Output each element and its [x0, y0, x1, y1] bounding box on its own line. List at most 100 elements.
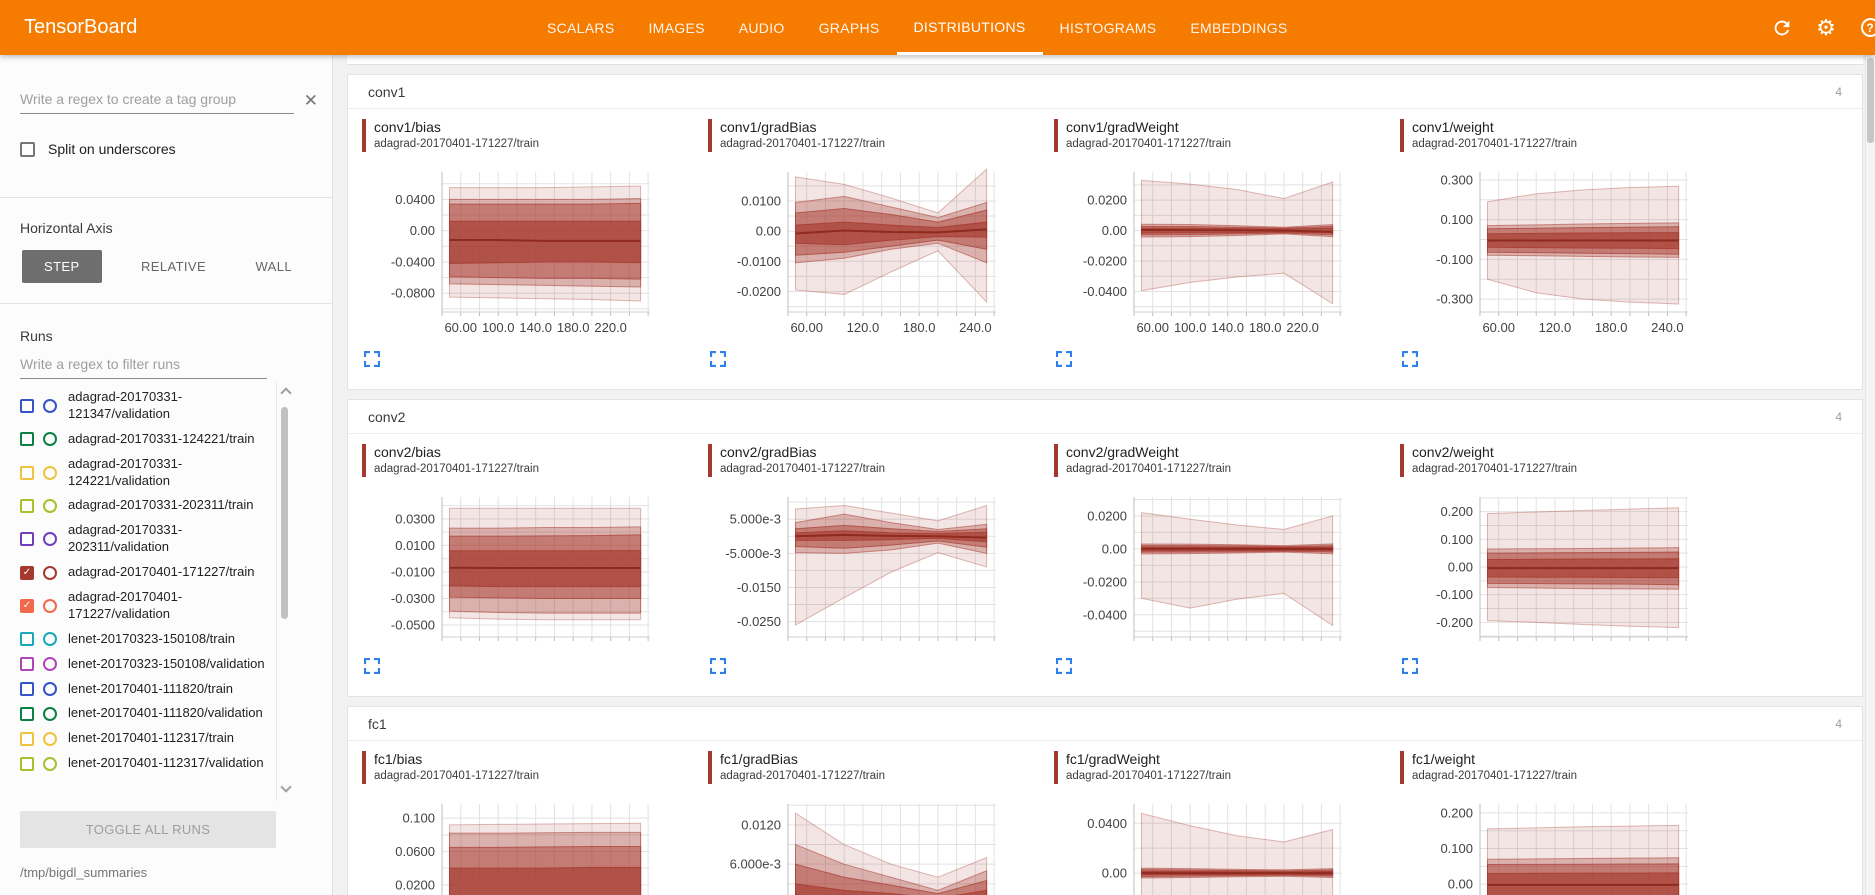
split-checkbox[interactable] — [20, 141, 35, 157]
tab-audio[interactable]: AUDIO — [738, 20, 785, 36]
main-scrollbar[interactable] — [1865, 55, 1875, 895]
run-visibility-toggle[interactable] — [43, 632, 57, 647]
run-item[interactable]: lenet-20170323-150108/train — [20, 627, 270, 652]
chart-title: conv1/gradBias — [720, 119, 817, 135]
run-checkbox[interactable] — [20, 398, 34, 413]
close-icon[interactable]: ✕ — [303, 90, 318, 110]
run-checkbox[interactable] — [20, 498, 34, 513]
axis-button-step[interactable]: STEP — [22, 250, 102, 283]
run-checkbox[interactable] — [20, 682, 34, 697]
run-visibility-toggle[interactable] — [43, 532, 57, 547]
expand-icon[interactable] — [709, 657, 727, 675]
distribution-plot[interactable]: 5.000e-3 -5.000e-3 -0.0150 -0.0250 — [700, 491, 1040, 652]
run-visibility-toggle[interactable] — [43, 756, 57, 771]
expand-icon[interactable] — [709, 350, 727, 368]
run-checkbox[interactable] — [20, 465, 34, 480]
chart-run-subtitle: adagrad-20170401-171227/train — [720, 137, 885, 150]
tag-group-header[interactable]: conv2 4 — [348, 400, 1862, 434]
run-checkbox[interactable] — [20, 706, 34, 721]
tab-histograms[interactable]: HISTOGRAMS — [1059, 20, 1157, 36]
run-visibility-toggle[interactable] — [43, 398, 57, 413]
distribution-plot[interactable]: 0.300 0.100 -0.100 -0.300 60.00 120.0 180.0 240… — [1392, 166, 1732, 345]
run-visibility-toggle[interactable] — [43, 565, 57, 580]
run-item[interactable]: lenet-20170323-150108/validation — [20, 652, 270, 677]
run-item[interactable]: ✓ adagrad-20170401-171227/validation — [20, 585, 270, 627]
y-tick-label: 0.00 — [1448, 877, 1473, 892]
run-checkbox[interactable] — [20, 731, 34, 746]
run-checkbox[interactable] — [20, 756, 34, 771]
tag-group-header[interactable]: fc1 4 — [348, 707, 1862, 741]
run-item[interactable]: lenet-20170401-112317/validation — [20, 751, 270, 776]
tab-distributions[interactable]: DISTRIBUTIONS — [896, 0, 1043, 55]
expand-icon[interactable] — [1055, 350, 1073, 368]
distribution-plot[interactable]: 0.200 0.100 0.00 -0.100 -0.200 — [1392, 491, 1732, 652]
distribution-plot[interactable]: 0.0100 0.00 -0.0100 -0.0200 60.00 120.0 180.0 2… — [700, 166, 1040, 345]
run-visibility-toggle[interactable] — [43, 598, 57, 613]
run-item[interactable]: adagrad-20170331-124221/train — [20, 427, 270, 452]
tab-embeddings[interactable]: EMBEDDINGS — [1190, 20, 1288, 36]
chevron-down-icon[interactable] — [280, 781, 292, 793]
tab-graphs[interactable]: GRAPHS — [818, 20, 880, 36]
run-checkbox[interactable] — [20, 657, 34, 672]
split-on-underscores-row[interactable]: Split on underscores — [20, 141, 312, 157]
scrollbar-thumb[interactable] — [281, 407, 288, 619]
x-tick-label: 240.0 — [1651, 320, 1684, 335]
run-item[interactable]: adagrad-20170331-124221/validation — [20, 452, 270, 494]
run-checkbox[interactable]: ✓ — [20, 565, 34, 580]
x-tick-label: 240.0 — [959, 320, 992, 335]
y-tick-label: -0.0200 — [1083, 254, 1127, 269]
expand-icon[interactable] — [1401, 657, 1419, 675]
tag-group-card: conv1 4 conv1/bias adagrad-20170401-1712… — [347, 74, 1863, 390]
run-label: adagrad-20170331-202311/validation — [68, 522, 183, 555]
axis-button-relative[interactable]: RELATIVE — [140, 259, 207, 274]
expand-icon[interactable] — [363, 657, 381, 675]
run-visibility-toggle[interactable] — [43, 657, 57, 672]
expand-icon[interactable] — [1401, 350, 1419, 368]
run-visibility-toggle[interactable] — [43, 731, 57, 746]
run-item[interactable]: adagrad-20170331-202311/validation — [20, 518, 270, 560]
expand-icon[interactable] — [363, 350, 381, 368]
chart-title: conv1/weight — [1412, 119, 1494, 135]
run-item[interactable]: lenet-20170401-111820/train — [20, 677, 270, 702]
help-icon[interactable]: ? — [1860, 18, 1875, 37]
run-color-bar — [1400, 444, 1404, 477]
run-checkbox[interactable] — [20, 532, 34, 547]
distribution-plot[interactable]: 0.0400 0.00 -0.0400 -0.0800 60.00 100.0 140.0 1… — [354, 166, 694, 345]
run-visibility-toggle[interactable] — [43, 706, 57, 721]
distribution-plot[interactable]: 0.0200 0.00 -0.0200 -0.0400 — [1046, 491, 1386, 652]
chart-run-subtitle: adagrad-20170401-171227/train — [1066, 769, 1231, 782]
run-visibility-toggle[interactable] — [43, 432, 57, 447]
refresh-icon[interactable] — [1769, 15, 1795, 41]
runs-filter-input[interactable] — [20, 352, 267, 379]
run-checkbox[interactable]: ✓ — [20, 598, 34, 613]
run-checkbox[interactable] — [20, 632, 34, 647]
y-tick-label: 0.0400 — [1087, 816, 1127, 831]
distribution-plot[interactable]: 0.0200 0.00 -0.0200 -0.0400 60.00 100.0 140.0 1… — [1046, 166, 1386, 345]
distribution-plot[interactable]: 0.0300 0.0100 -0.0100 -0.0300 -0.0500 — [354, 491, 694, 652]
run-visibility-toggle[interactable] — [43, 498, 57, 513]
run-visibility-toggle[interactable] — [43, 682, 57, 697]
runs-scrollbar[interactable] — [276, 381, 294, 801]
settings-icon[interactable]: ⚙ — [1816, 14, 1836, 40]
chevron-up-icon[interactable] — [280, 387, 292, 399]
axis-button-wall[interactable]: WALL — [255, 259, 292, 274]
tab-scalars[interactable]: SCALARS — [547, 20, 615, 36]
run-visibility-toggle[interactable] — [43, 465, 57, 480]
expand-icon[interactable] — [1055, 657, 1073, 675]
run-item[interactable]: adagrad-20170331-121347/validation — [20, 385, 270, 427]
main-scrollbar-thumb[interactable] — [1867, 58, 1874, 143]
run-checkbox[interactable] — [20, 432, 34, 447]
tag-group-header[interactable]: conv1 4 — [348, 75, 1862, 109]
y-tick-label: -0.100 — [1436, 252, 1473, 267]
run-item[interactable]: adagrad-20170331-202311/train — [20, 493, 270, 518]
toggle-all-runs-button[interactable]: TOGGLE ALL RUNS — [20, 811, 276, 848]
run-item[interactable]: lenet-20170401-111820/validation — [20, 701, 270, 726]
run-item[interactable]: lenet-20170401-112317/train — [20, 726, 270, 751]
tag-filter-input[interactable] — [20, 87, 294, 114]
run-item[interactable]: ✓ adagrad-20170401-171227/train — [20, 560, 270, 585]
tab-images[interactable]: IMAGES — [648, 20, 705, 36]
